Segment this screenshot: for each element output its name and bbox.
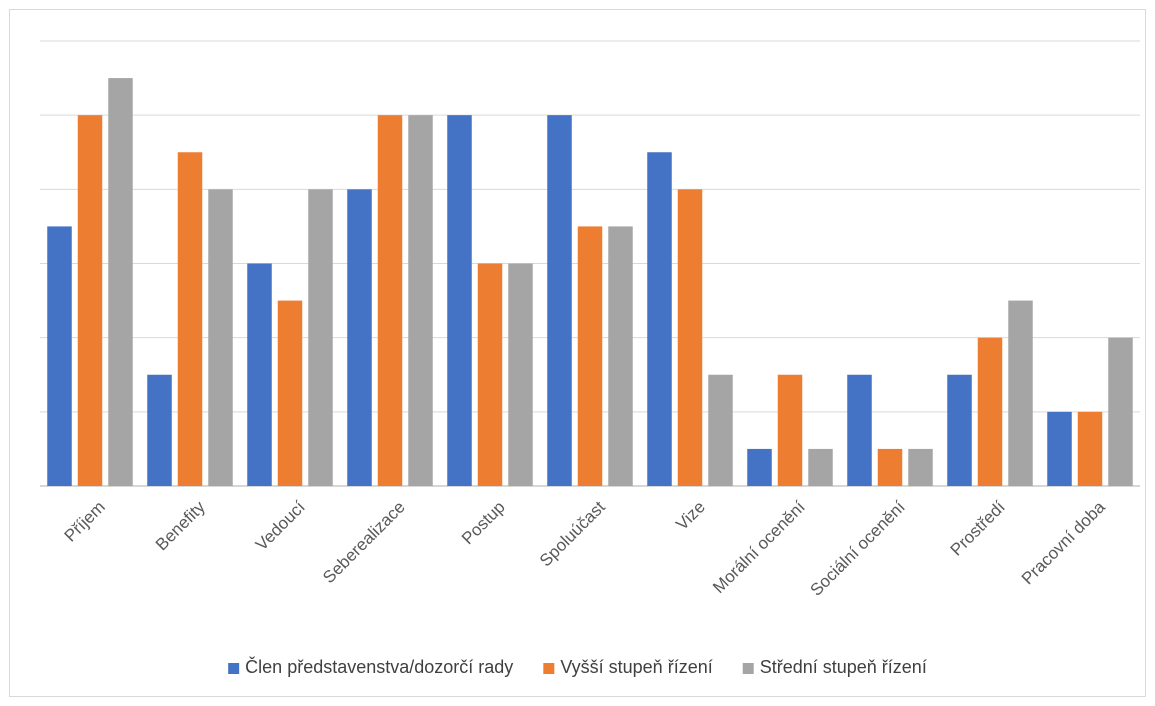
x-tick-label: Vize — [672, 497, 709, 534]
x-tick-label: Příjem — [61, 497, 109, 545]
bar — [147, 374, 172, 486]
legend-label: Střední stupeň řízení — [760, 657, 927, 677]
x-tick-label: Postup — [458, 497, 509, 548]
bar — [1077, 411, 1103, 486]
bar — [847, 374, 872, 486]
x-tick-label: Morální ocenění — [709, 497, 809, 597]
bar — [647, 152, 672, 486]
bar — [47, 226, 72, 486]
x-tick-label: Prostředí — [947, 497, 1009, 559]
x-tick-label: Benefity — [152, 497, 209, 554]
bars — [47, 78, 1133, 487]
bar — [747, 448, 772, 486]
bar — [77, 115, 103, 487]
bar — [877, 448, 903, 486]
x-tick-label: Spoluúčast — [536, 497, 609, 570]
bar — [347, 189, 372, 487]
legend-swatch — [742, 663, 754, 674]
x-axis-labels: Příjem Benefity Vedoucí Seberealizace Postup… — [61, 497, 1110, 600]
legend-label: Vyšší stupeň řízení — [560, 657, 712, 677]
bar — [1047, 411, 1072, 486]
bar — [308, 189, 333, 487]
bar — [947, 374, 972, 486]
x-tick-label: Pracovní doba — [1018, 497, 1109, 588]
legend: Člen představenstva/dozorčí rady Vyšší st… — [228, 656, 927, 677]
bar — [108, 78, 133, 486]
bar — [977, 337, 1003, 486]
bar — [1008, 300, 1033, 486]
legend-item: Člen představenstva/dozorčí rady — [228, 656, 513, 677]
bar — [477, 263, 503, 486]
bar — [1108, 337, 1133, 486]
bar — [577, 226, 603, 486]
legend-swatch — [228, 663, 240, 674]
bar — [408, 115, 433, 487]
bar — [208, 189, 233, 487]
bar — [708, 374, 733, 486]
bar — [447, 115, 472, 487]
bar — [777, 374, 803, 486]
bar — [677, 189, 703, 487]
bar — [177, 152, 203, 486]
x-tick-label: Seberealizace — [319, 497, 409, 587]
bar — [808, 448, 833, 486]
legend-item: Vyšší stupeň řízení — [543, 657, 713, 677]
bar — [377, 115, 403, 487]
x-tick-label: Sociální ocenění — [807, 497, 910, 600]
bar — [908, 448, 933, 486]
legend-item: Střední stupeň řízení — [742, 657, 927, 677]
bar — [247, 263, 272, 486]
x-tick-label: Vedoucí — [252, 497, 309, 554]
bar — [608, 226, 633, 486]
bar — [547, 115, 572, 487]
legend-label: Člen představenstva/dozorčí rady — [245, 656, 513, 677]
legend-swatch — [543, 663, 555, 674]
bar — [508, 263, 533, 486]
bar — [277, 300, 303, 486]
